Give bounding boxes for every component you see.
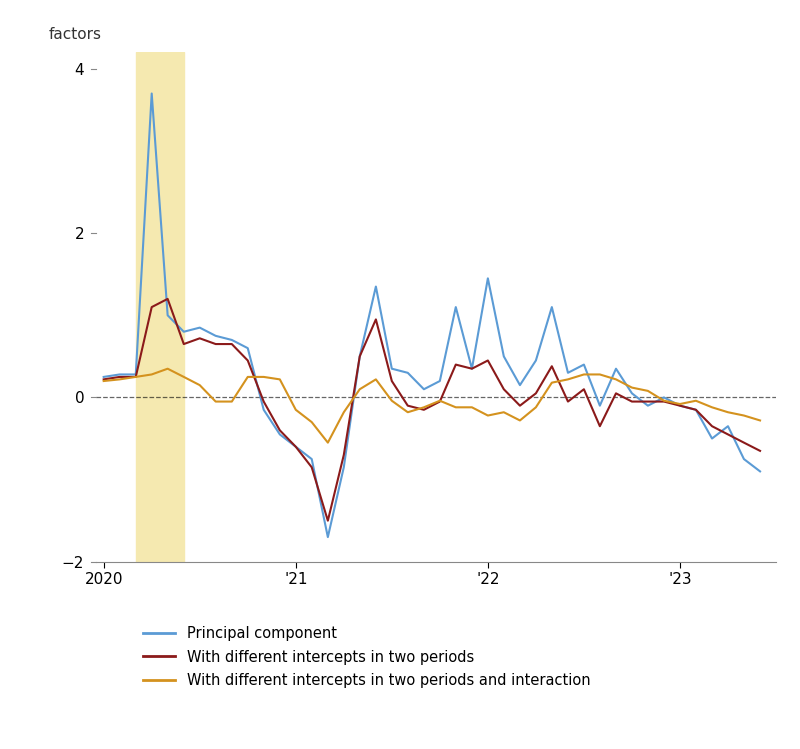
Text: factors: factors [48,27,102,42]
Bar [136,52,184,562]
Legend: Principal component, With different intercepts in two periods, With different in: Principal component, With different inte… [138,620,596,694]
